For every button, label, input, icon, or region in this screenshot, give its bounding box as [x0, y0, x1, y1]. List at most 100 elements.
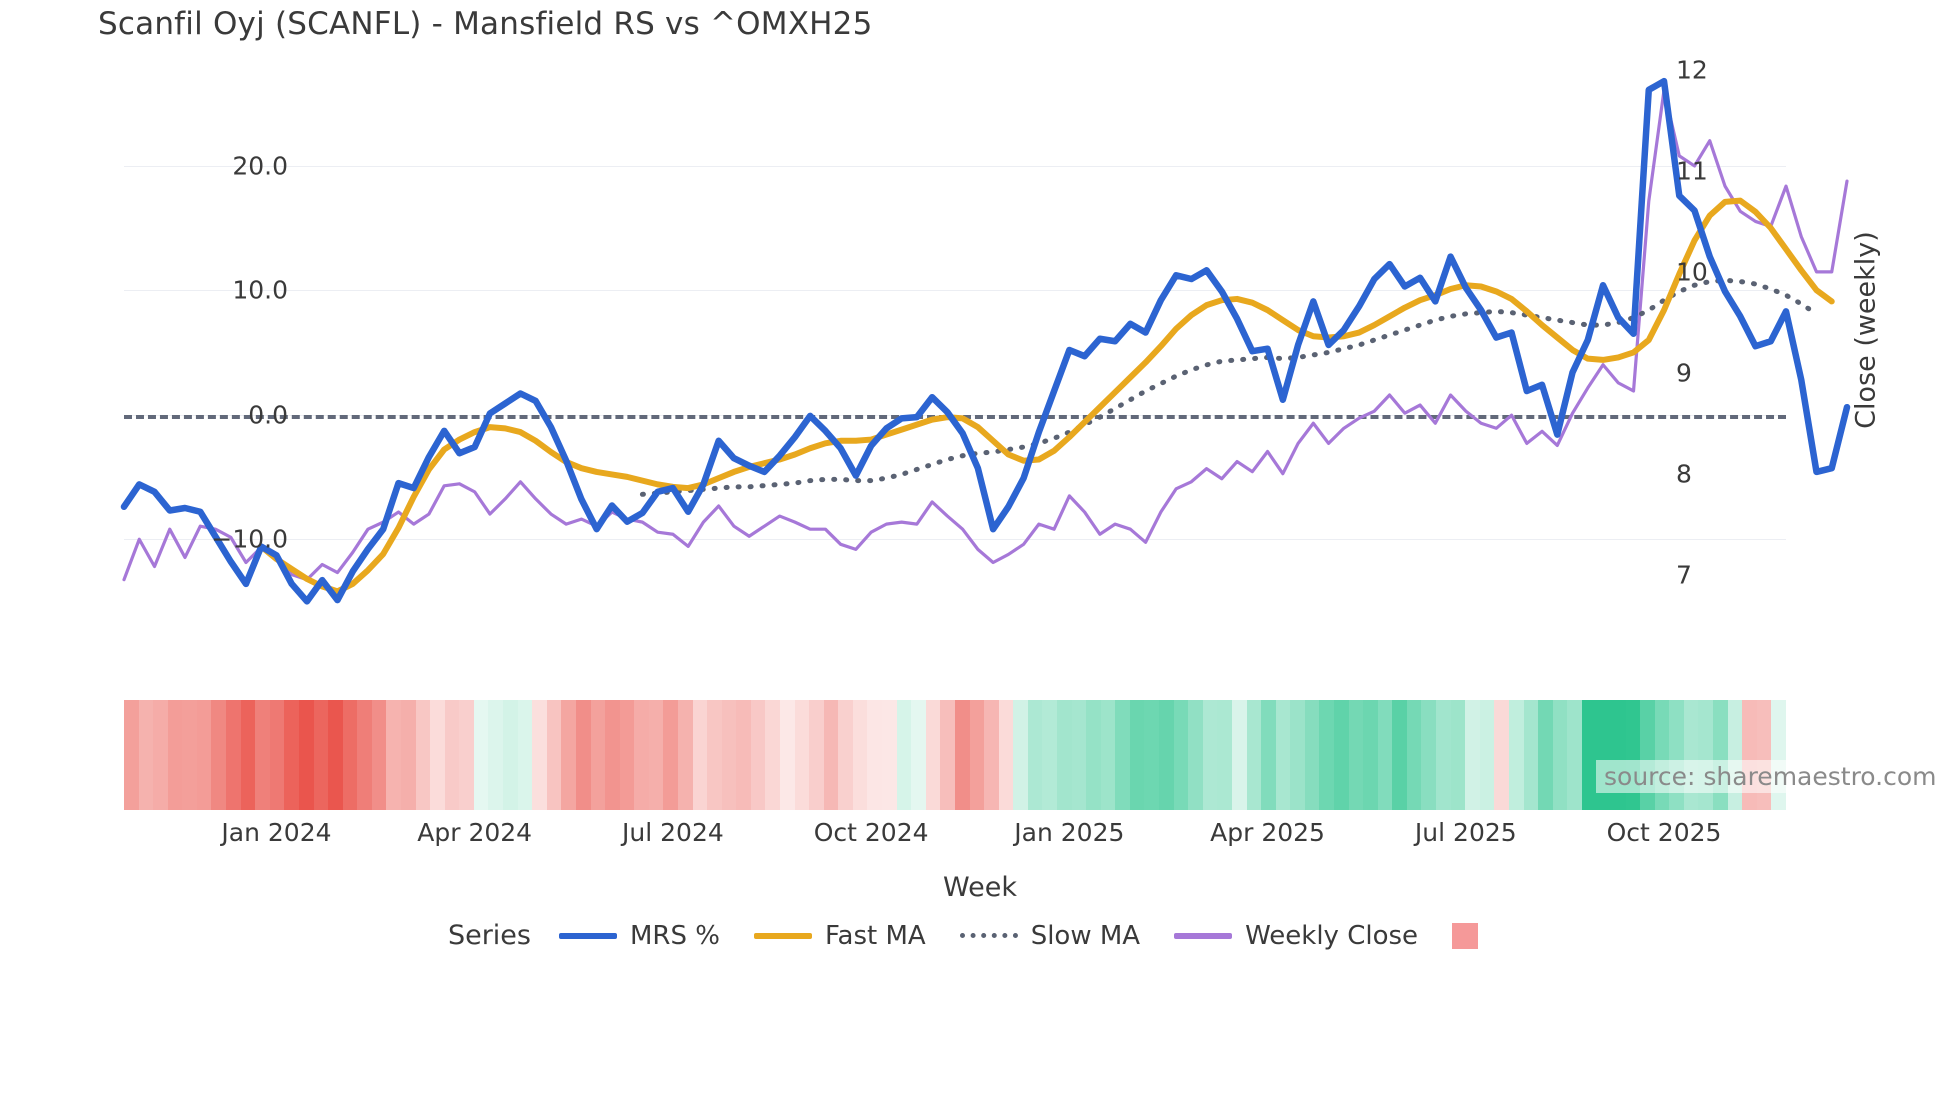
heat-strip-cell: [1494, 700, 1509, 810]
heat-strip-cell: [736, 700, 751, 810]
x-tick: Jul 2024: [622, 818, 724, 847]
heat-strip-cell: [663, 700, 678, 810]
legend-swatch-line: [558, 932, 617, 939]
x-tick: Oct 2024: [813, 818, 929, 847]
heat-strip-cell: [1742, 700, 1757, 810]
x-tick: Oct 2025: [1606, 818, 1722, 847]
heat-strip-cell: [838, 700, 853, 810]
y-tick-right: 10: [1676, 257, 1708, 287]
heat-strip-cell: [867, 700, 883, 810]
heat-strip-cell: [940, 700, 955, 810]
heat-strip-cell: [1115, 700, 1130, 810]
heat-strip-cell: [240, 700, 256, 810]
heat-strip-cell: [1363, 700, 1378, 810]
legend-item[interactable]: Fast MA: [753, 920, 926, 951]
heat-strip-cell: [590, 700, 606, 810]
heat-strip-cell: [1596, 700, 1611, 810]
heat-strip-cell: [605, 700, 620, 810]
legend: Series MRS % Fast MA Slow MA Weekly Close: [0, 920, 1960, 951]
heat-strip-cell: [1027, 700, 1043, 810]
heat-strip-cell: [882, 700, 897, 810]
heat-strip-cell: [852, 700, 868, 810]
legend-swatch-line: [753, 932, 812, 939]
heat-strip-cell: [765, 700, 781, 810]
heat-strip-cell: [1275, 700, 1291, 810]
heat-strip-cell: [473, 700, 489, 810]
heat-strip-cell: [1567, 700, 1582, 810]
legend-item[interactable]: MRS %: [558, 920, 720, 951]
heat-strip-cell: [313, 700, 329, 810]
heat-strip-cell: [911, 700, 926, 810]
heat-strip-cell: [1100, 700, 1116, 810]
heat-strip-cell: [517, 700, 533, 810]
heat-strip-cell: [1465, 700, 1480, 810]
heat-strip-cell: [153, 700, 168, 810]
y-tick-left: 10.0: [232, 275, 288, 305]
heat-strip-cell: [328, 700, 343, 810]
heat-strip-cell: [1625, 700, 1641, 810]
heat-strip-cell: [386, 700, 401, 810]
heat-strip-cell: [1771, 700, 1786, 810]
legend-label: Weekly Close: [1245, 920, 1419, 951]
legend-swatch-square: [1452, 922, 1479, 949]
y-tick-right: 7: [1676, 560, 1692, 590]
x-axis-label: Week: [943, 872, 1017, 903]
x-tick: Apr 2025: [1210, 818, 1325, 847]
heat-strip-cell: [648, 700, 664, 810]
heat-strip-cell: [925, 700, 941, 810]
heat-strip-cell: [444, 700, 460, 810]
legend-label: MRS %: [629, 920, 720, 951]
legend-item[interactable]: Slow MA: [959, 921, 1140, 951]
heat-strip-cell: [1610, 700, 1626, 810]
heat-strip-cell: [138, 700, 154, 810]
legend-label: Fast MA: [824, 920, 926, 951]
legend-swatch-dotted: [959, 933, 1018, 938]
heat-strip-cell: [1406, 700, 1422, 810]
heat-strip-cell: [269, 700, 285, 810]
heat-strip-cell: [459, 700, 474, 810]
heat-strip-cell: [721, 700, 737, 810]
heat-strip-cell: [1683, 700, 1699, 810]
heat-strip-cell: [415, 700, 431, 810]
heat-strip-cell: [823, 700, 839, 810]
heat-strip-cell: [707, 700, 722, 810]
heat-strip-cell: [488, 700, 504, 810]
y-axis-right-label: Close (weekly): [1850, 231, 1882, 429]
heat-strip-cell: [226, 700, 241, 810]
series-lines: [120, 77, 1851, 605]
heat-strip-cell: [1159, 700, 1174, 810]
heat-strip-cell: [1319, 700, 1334, 810]
source-watermark: source: sharemaestro.com: [1596, 760, 1945, 793]
heat-strip-cell: [750, 700, 766, 810]
heat-strip-cell: [794, 700, 810, 810]
legend-title: Series: [447, 920, 531, 951]
heat-strip-cell: [430, 700, 445, 810]
heat-strip-cell: [167, 700, 183, 810]
heat-strip-cell: [357, 700, 372, 810]
legend-item[interactable]: Weekly Close: [1174, 921, 1418, 951]
heat-strip-cell: [619, 700, 635, 810]
heat-strip-cell: [546, 700, 562, 810]
x-tick: Apr 2024: [417, 818, 533, 847]
heat-strip-cell: [1581, 700, 1597, 810]
heat-strip-cell: [1188, 700, 1203, 810]
heat-strip-cell: [503, 700, 518, 810]
heat-strip-cell: [1086, 700, 1101, 810]
heat-strip-cell: [1246, 700, 1262, 810]
heat-strip-cell: [1508, 700, 1524, 810]
heat-strip-cell: [1144, 700, 1160, 810]
gridline-left: [124, 165, 1786, 167]
legend-item[interactable]: [1452, 922, 1479, 949]
heat-strip-cell: [1348, 700, 1364, 810]
heat-strip-cell: [692, 700, 708, 810]
heat-strip-cell: [1290, 700, 1305, 810]
heat-strip-cell: [1421, 700, 1437, 810]
y-tick-right: 12: [1676, 55, 1708, 85]
heat-strip-cell: [1013, 700, 1028, 810]
heat-strip-cell: [780, 700, 795, 810]
heat-strip-cell: [255, 700, 270, 810]
series-line-slow-ma: [639, 277, 1819, 497]
heat-strip-cell: [124, 700, 139, 810]
series-line-fast-ma: [258, 197, 1835, 595]
heat-strip-cell: [1523, 700, 1539, 810]
